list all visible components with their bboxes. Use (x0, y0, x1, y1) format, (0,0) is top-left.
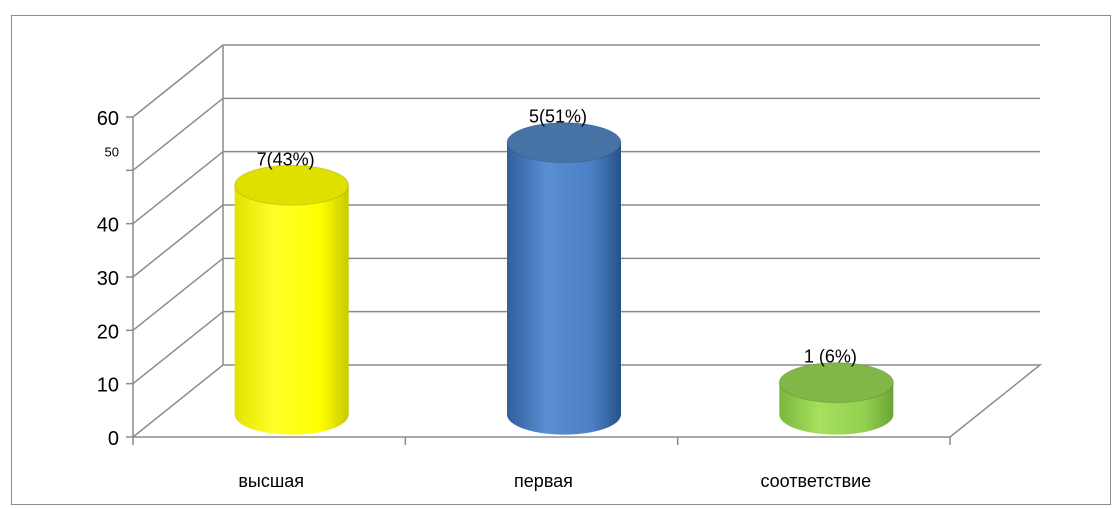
bar-cylinder (234, 164, 350, 435)
bar-cylinder (778, 362, 894, 435)
gridline-side (132, 151, 224, 225)
bar-data-label: 5(51%) (529, 107, 587, 127)
y-tick-label: 40 (97, 215, 119, 237)
bar-cylinder (506, 122, 622, 435)
bar-cylinder-top (234, 164, 350, 206)
x-category-label: первая (514, 471, 573, 491)
bar-cylinder-top (778, 362, 894, 404)
bar-cylinder-body (234, 165, 349, 435)
gridline-side (132, 311, 224, 385)
bar-data-label: 7(43%) (257, 149, 315, 169)
y-tick-label: 50 (105, 144, 119, 159)
y-tick-label: 10 (97, 375, 119, 397)
y-tick-label: 0 (108, 428, 119, 450)
gridline-side (132, 44, 224, 118)
gridline-side (132, 257, 224, 331)
gridline-side (132, 204, 224, 278)
bar-cylinder-top (506, 122, 622, 164)
y-tick-label: 30 (97, 268, 119, 290)
x-category-label: высшая (238, 471, 304, 491)
gridline-side (132, 97, 224, 171)
x-category-label: соответствие (760, 471, 871, 491)
y-tick-label: 60 (97, 108, 119, 130)
bar-data-label: 1 (6%) (804, 347, 857, 367)
y-tick-label: 20 (97, 321, 119, 343)
bar-cylinder-body (507, 122, 621, 435)
floor-outline (132, 364, 1043, 438)
